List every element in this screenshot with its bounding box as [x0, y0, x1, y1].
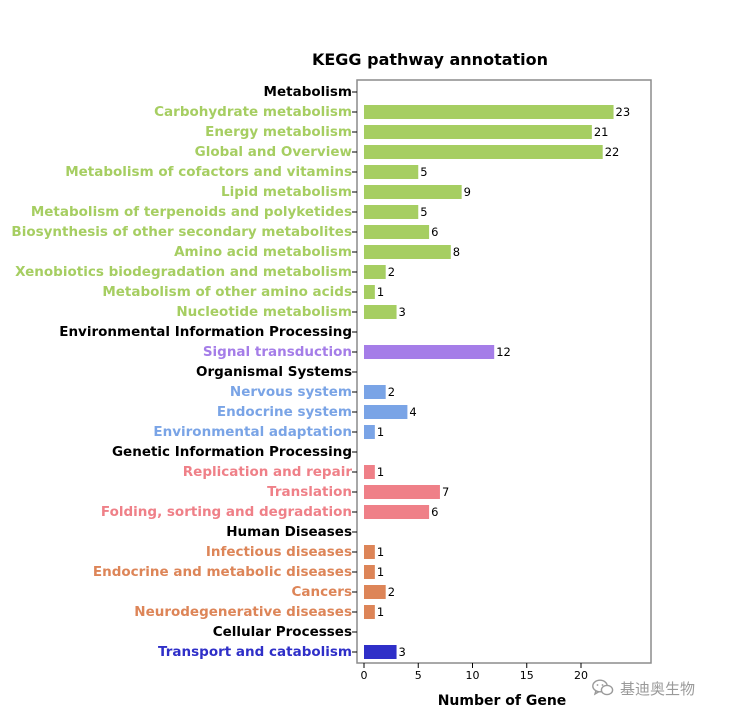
- bar-biosynthesis-of-other-secondary-metabolites: [364, 225, 430, 239]
- category-label-metabolism-of-terpenoids-and-polyketides: Metabolism of terpenoids and polyketides: [31, 204, 352, 220]
- bar-metabolism-of-cofactors-and-vitamins: [364, 165, 419, 179]
- value-label-replication-and-repair: 1: [377, 465, 384, 479]
- bar-amino-acid-metabolism: [364, 245, 451, 259]
- bar-signal-transduction: [364, 345, 495, 359]
- category-label-nervous-system: Nervous system: [230, 384, 352, 400]
- category-label-neurodegenerative-diseases: Neurodegenerative diseases: [134, 604, 352, 620]
- value-label-xenobiotics-biodegradation-and-metabolism: 2: [388, 265, 395, 279]
- category-label-energy-metabolism: Energy metabolism: [205, 124, 352, 140]
- x-tick-label-20: 20: [574, 669, 588, 682]
- category-label-endocrine-and-metabolic-diseases: Endocrine and metabolic diseases: [93, 564, 352, 580]
- value-label-infectious-diseases: 1: [377, 545, 384, 559]
- x-tick-label-0: 0: [361, 669, 368, 682]
- group-label-organismal-systems: Organismal Systems: [196, 364, 352, 380]
- value-label-cancers: 2: [388, 585, 395, 599]
- value-label-nucleotide-metabolism: 3: [399, 305, 406, 319]
- category-label-global-and-overview: Global and Overview: [195, 144, 352, 160]
- value-label-nervous-system: 2: [388, 385, 395, 399]
- value-label-metabolism-of-other-amino-acids: 1: [377, 285, 384, 299]
- bar-cancers: [364, 585, 386, 599]
- bar-nucleotide-metabolism: [364, 305, 397, 319]
- value-label-signal-transduction: 12: [496, 345, 511, 359]
- bar-metabolism-of-terpenoids-and-polyketides: [364, 205, 419, 219]
- category-label-replication-and-repair: Replication and repair: [183, 464, 353, 480]
- value-label-neurodegenerative-diseases: 1: [377, 605, 384, 619]
- group-label-genetic-information-processing: Genetic Information Processing: [112, 444, 352, 460]
- bar-environmental-adaptation: [364, 425, 375, 439]
- watermark: 基迪奥生物: [592, 676, 695, 700]
- bar-xenobiotics-biodegradation-and-metabolism: [364, 265, 386, 279]
- x-axis-label: Number of Gene: [438, 693, 567, 709]
- category-label-infectious-diseases: Infectious diseases: [206, 544, 352, 560]
- bar-global-and-overview: [364, 145, 603, 159]
- category-label-xenobiotics-biodegradation-and-metabolism: Xenobiotics biodegradation and metabolis…: [15, 264, 352, 280]
- value-label-metabolism-of-terpenoids-and-polyketides: 5: [420, 205, 427, 219]
- chart-title: KEGG pathway annotation: [312, 50, 548, 69]
- bar-neurodegenerative-diseases: [364, 605, 375, 619]
- group-label-environmental-information-processing: Environmental Information Processing: [59, 324, 352, 340]
- value-label-metabolism-of-cofactors-and-vitamins: 5: [420, 165, 427, 179]
- value-label-transport-and-catabolism: 3: [399, 645, 406, 659]
- value-label-endocrine-system: 4: [409, 405, 416, 419]
- bar-energy-metabolism: [364, 125, 592, 139]
- category-label-signal-transduction: Signal transduction: [203, 344, 352, 360]
- category-label-endocrine-system: Endocrine system: [217, 404, 352, 420]
- category-label-translation: Translation: [267, 484, 352, 500]
- group-label-cellular-processes: Cellular Processes: [213, 624, 352, 640]
- x-tick-label-5: 5: [415, 669, 422, 682]
- x-tick-label-10: 10: [466, 669, 480, 682]
- bar-carbohydrate-metabolism: [364, 105, 614, 119]
- value-label-environmental-adaptation: 1: [377, 425, 384, 439]
- category-label-environmental-adaptation: Environmental adaptation: [153, 424, 352, 440]
- value-label-lipid-metabolism: 9: [464, 185, 471, 199]
- bar-infectious-diseases: [364, 545, 375, 559]
- bar-endocrine-system: [364, 405, 408, 419]
- value-label-endocrine-and-metabolic-diseases: 1: [377, 565, 384, 579]
- value-label-folding-sorting-and-degradation: 6: [431, 505, 438, 519]
- x-axis: 0 5 10 15 20: [361, 663, 588, 682]
- bar-folding-sorting-and-degradation: [364, 505, 430, 519]
- value-label-biosynthesis-of-other-secondary-metabolites: 6: [431, 225, 438, 239]
- category-label-amino-acid-metabolism: Amino acid metabolism: [174, 244, 352, 260]
- value-label-carbohydrate-metabolism: 23: [616, 105, 631, 119]
- value-label-amino-acid-metabolism: 8: [453, 245, 460, 259]
- category-label-carbohydrate-metabolism: Carbohydrate metabolism: [154, 104, 352, 120]
- category-label-folding-sorting-and-degradation: Folding, sorting and degradation: [101, 504, 352, 520]
- x-tick-label-15: 15: [520, 669, 534, 682]
- category-label-nucleotide-metabolism: Nucleotide metabolism: [176, 304, 352, 320]
- bar-transport-and-catabolism: [364, 645, 397, 659]
- category-label-metabolism-of-other-amino-acids: Metabolism of other amino acids: [102, 284, 352, 300]
- bar-endocrine-and-metabolic-diseases: [364, 565, 375, 579]
- category-label-biosynthesis-of-other-secondary-metabolites: Biosynthesis of other secondary metaboli…: [11, 224, 352, 240]
- value-label-energy-metabolism: 21: [594, 125, 609, 139]
- bar-nervous-system: [364, 385, 386, 399]
- group-label-human-diseases: Human Diseases: [226, 524, 352, 540]
- category-label-lipid-metabolism: Lipid metabolism: [221, 184, 352, 200]
- wechat-icon: [592, 679, 614, 697]
- bar-lipid-metabolism: [364, 185, 462, 199]
- bar-translation: [364, 485, 440, 499]
- value-label-global-and-overview: 22: [605, 145, 620, 159]
- category-label-cancers: Cancers: [292, 584, 352, 600]
- value-label-translation: 7: [442, 485, 449, 499]
- bar-metabolism-of-other-amino-acids: [364, 285, 375, 299]
- watermark-text: 基迪奥生物: [620, 679, 696, 698]
- bar-replication-and-repair: [364, 465, 375, 479]
- category-label-transport-and-catabolism: Transport and catabolism: [158, 644, 352, 660]
- group-label-metabolism: Metabolism: [264, 84, 352, 100]
- category-label-metabolism-of-cofactors-and-vitamins: Metabolism of cofactors and vitamins: [65, 164, 352, 180]
